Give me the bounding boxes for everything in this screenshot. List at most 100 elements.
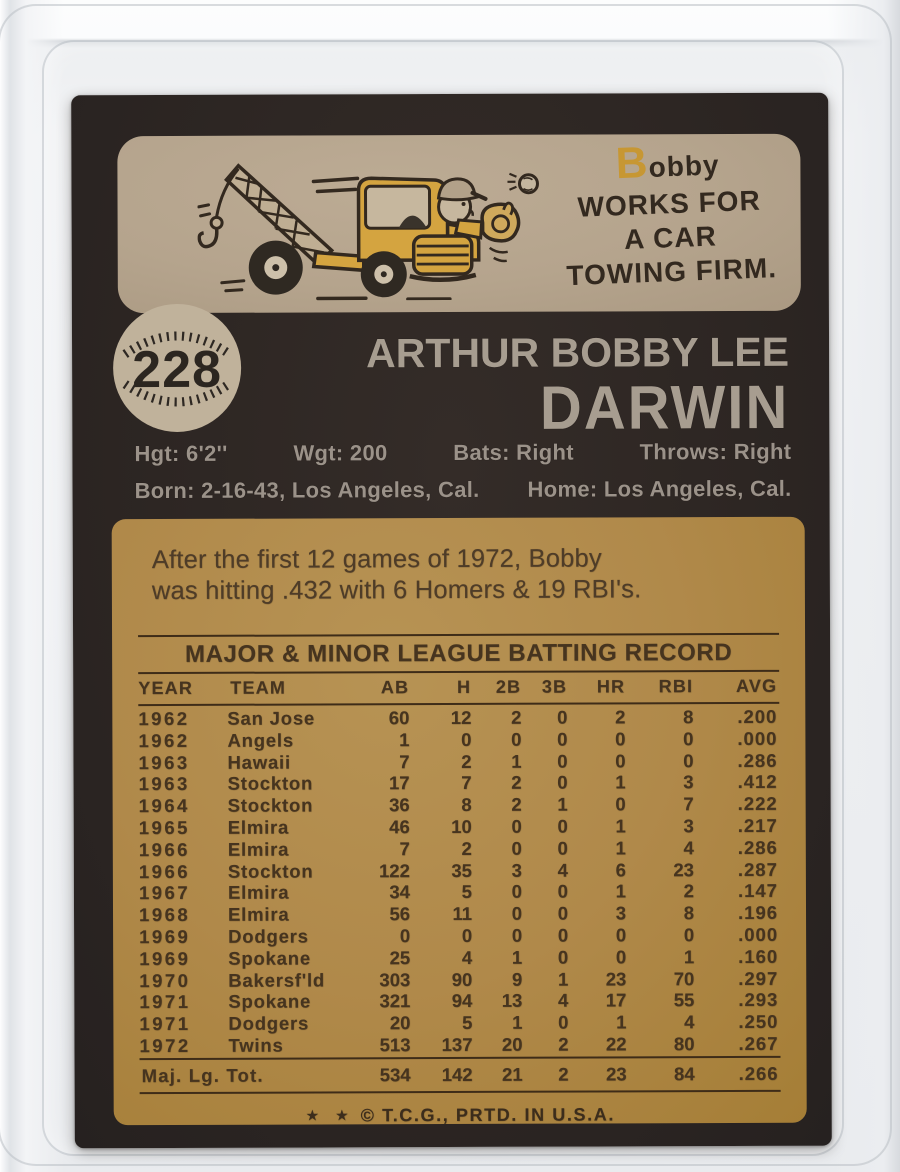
year-cell: 1966 [138,838,190,860]
stat-cell: 0 [511,881,522,903]
team-cell: Dodgers [228,925,309,947]
vital-stat: Throws: Right [639,438,792,465]
column-header: TEAM [230,677,287,698]
stat-cell: 1 [615,815,626,837]
table-row: 1971 Spokane 321 94 13 4 17 55 .293 [139,989,780,1013]
vital-stat: Wgt: 200 [293,440,388,466]
stat-cell: .200 [737,705,778,728]
year-cell: 1964 [138,795,190,817]
blurb-line: After the first 12 games of 1972, Bobby [151,544,602,575]
total-stat-cell: .266 [738,1062,779,1084]
stat-cell: 55 [673,989,695,1011]
stat-cell: 2 [558,1033,569,1055]
stat-cell: 1 [557,968,569,990]
year-cell: 1969 [139,947,191,969]
stat-cell: 0 [511,728,522,750]
stats-panel: After the first 12 games of 1972, Bobby w… [111,516,807,1126]
stat-cell: 10 [451,815,472,837]
stat-cell: 3 [683,771,694,793]
stat-cell: 303 [379,968,411,990]
stat-cell: 70 [673,967,695,989]
stat-cell: 2 [461,750,472,772]
stat-cell: 2 [461,837,472,859]
stat-cell: 4 [557,989,569,1011]
card-number-baseball: 228 [110,301,244,435]
stat-cell: 0 [461,924,473,946]
stat-cell: .000 [737,727,778,749]
tow-truck-illustration [197,163,539,301]
year-cell: 1971 [139,991,191,1013]
stat-cell: 20 [389,1012,411,1034]
table-body: 1962 San Jose 60 12 2 0 2 8.200 1962 Angels 1 0 0 0 0 0… [138,706,780,1057]
year-cell: 1968 [138,904,191,926]
stat-cell: 1 [512,1011,523,1033]
stat-cell: 0 [615,793,626,815]
stat-cell: 1 [615,771,626,793]
stat-cell: 513 [379,1034,411,1056]
stat-cell: 1 [615,880,626,902]
stat-cell: 7 [399,750,410,772]
total-stat-cell: 2 [558,1063,569,1085]
stat-cell: 34 [389,881,410,903]
stat-cell: .286 [737,836,778,858]
stat-cell: 0 [511,924,523,946]
stat-cell: 1 [616,1011,627,1033]
column-header: RBI [658,676,694,697]
stat-cell: 6 [615,858,626,881]
player-vitals: Hgt: 6'2'' Wgt: 200 Bats: Right Throws: Rig… [134,439,791,504]
stat-cell: 1 [683,945,695,967]
stat-cell: .217 [737,814,778,836]
team-cell: Hawaii [227,751,291,773]
stat-cell: 11 [452,903,473,925]
table-row: 1964 Stockton 36 8 2 1 0 7 .222 [139,793,780,817]
table-title: MAJOR & MINOR LEAGUE BATTING RECORD [138,632,780,675]
stat-cell: 0 [615,728,626,750]
table-row: 1966 Elmira 7 2 0 0 1 4 .286 [139,837,780,861]
table-row: 1970 Bakersf'ld 303 90 9 1 23 70 .297 [139,967,780,991]
stat-cell: .286 [737,749,778,771]
cartoon-panel: Bobby WORKS FOR A CAR TOWING FIRM. [117,133,801,314]
stat-cell: 2 [511,772,522,794]
total-stat-cell: 21 [501,1063,523,1085]
stat-cell: 0 [557,902,569,924]
team-cell: Stockton [227,860,314,882]
stat-cell: 8 [683,706,694,728]
column-header: AVG [735,675,778,697]
table-row: 1962 Angels 1 0 0 0 0 0 .000 [138,728,779,752]
table-row: 1968 Elmira 56 11 0 0 3 8 .196 [139,902,780,926]
stat-cell: 36 [389,794,410,816]
stat-cell: 20 [501,1033,523,1055]
stat-cell: 17 [388,772,410,794]
team-cell: San Jose [227,707,316,729]
stat-cell: 56 [389,903,411,925]
stat-cell: 8 [683,902,695,924]
player-blurb: After the first 12 games of 1972, Bobby w… [152,543,779,607]
total-stat-cell: 534 [379,1063,411,1086]
year-cell: 1971 [139,1013,191,1035]
stat-cell: 46 [389,816,410,838]
card-number: 228 [132,340,223,399]
stat-cell: 90 [451,968,473,990]
stat-cell: 4 [461,946,473,968]
stat-cell: 0 [615,924,627,946]
year-cell: 1963 [138,751,190,773]
total-stat-cell: 84 [673,1062,695,1084]
table-row: 1971 Dodgers 20 5 1 0 1 4 .250 [139,1011,780,1035]
stat-cell: .196 [737,902,779,924]
stat-cell: 1 [511,946,523,968]
column-header: YEAR [138,677,194,699]
stat-cell: 22 [605,1033,627,1055]
team-cell: Twins [228,1034,284,1056]
stat-cell: 5 [462,1012,473,1034]
stat-cell: 25 [389,946,411,968]
year-cell: 1972 [139,1034,191,1057]
stat-cell: .412 [737,771,778,793]
year-cell: 1966 [138,860,191,882]
year-cell: 1969 [139,925,191,948]
table-row: 1962 San Jose 60 12 2 0 2 8 .200 [138,706,779,730]
stat-cell: 2 [615,706,626,728]
stat-cell: .000 [738,923,779,945]
stat-cell: .287 [737,858,778,880]
vitals-row: Hgt: 6'2'' Wgt: 200 Bats: Right Throws: Rig… [134,439,791,467]
